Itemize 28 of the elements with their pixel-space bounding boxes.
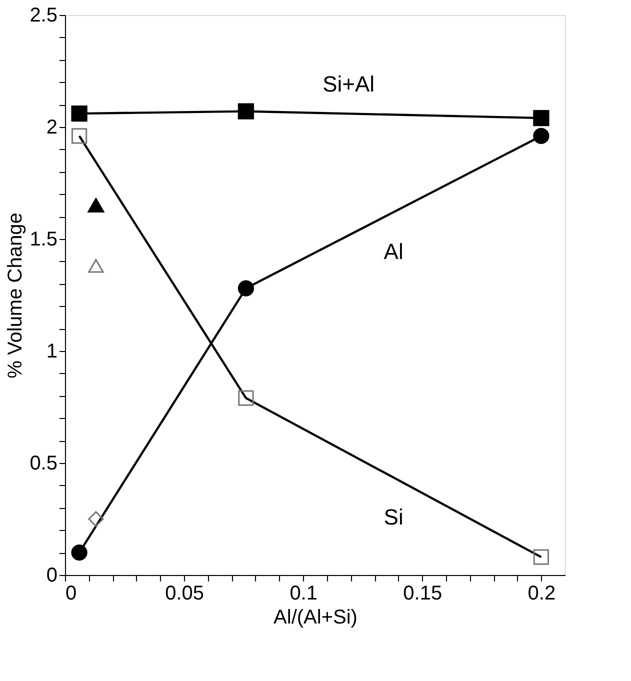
x-tick-label: 0.2	[528, 582, 556, 604]
point	[88, 511, 104, 527]
x-tick-label: 0	[66, 582, 77, 604]
y-tick-label: 0	[46, 564, 58, 586]
y-tick-label: 0.5	[30, 452, 58, 474]
x-axis-title: Al/(Al+Si)	[274, 606, 358, 628]
point	[71, 128, 88, 144]
x-tick-label: 0.1	[290, 582, 318, 604]
point	[88, 259, 104, 273]
x-tick-label: 0.15	[403, 582, 442, 604]
point	[238, 390, 254, 406]
series-label: Si+Al	[322, 72, 375, 97]
point	[533, 110, 550, 126]
y-axis-title: % Volume Change	[4, 212, 27, 378]
y-tick-label: 1	[46, 340, 58, 362]
y-tick-label: 1.5	[30, 228, 58, 250]
point	[238, 103, 254, 120]
point	[71, 544, 88, 561]
point	[533, 128, 550, 144]
point	[238, 280, 254, 296]
series-label: Al	[384, 239, 404, 264]
y-tick-label: 2.5	[30, 4, 58, 26]
x-tick-label: 0.05	[165, 582, 204, 604]
series-label: Si	[384, 504, 404, 530]
point	[71, 105, 88, 122]
y-tick-label: 2	[46, 116, 58, 138]
point	[88, 198, 104, 213]
point	[533, 549, 550, 565]
